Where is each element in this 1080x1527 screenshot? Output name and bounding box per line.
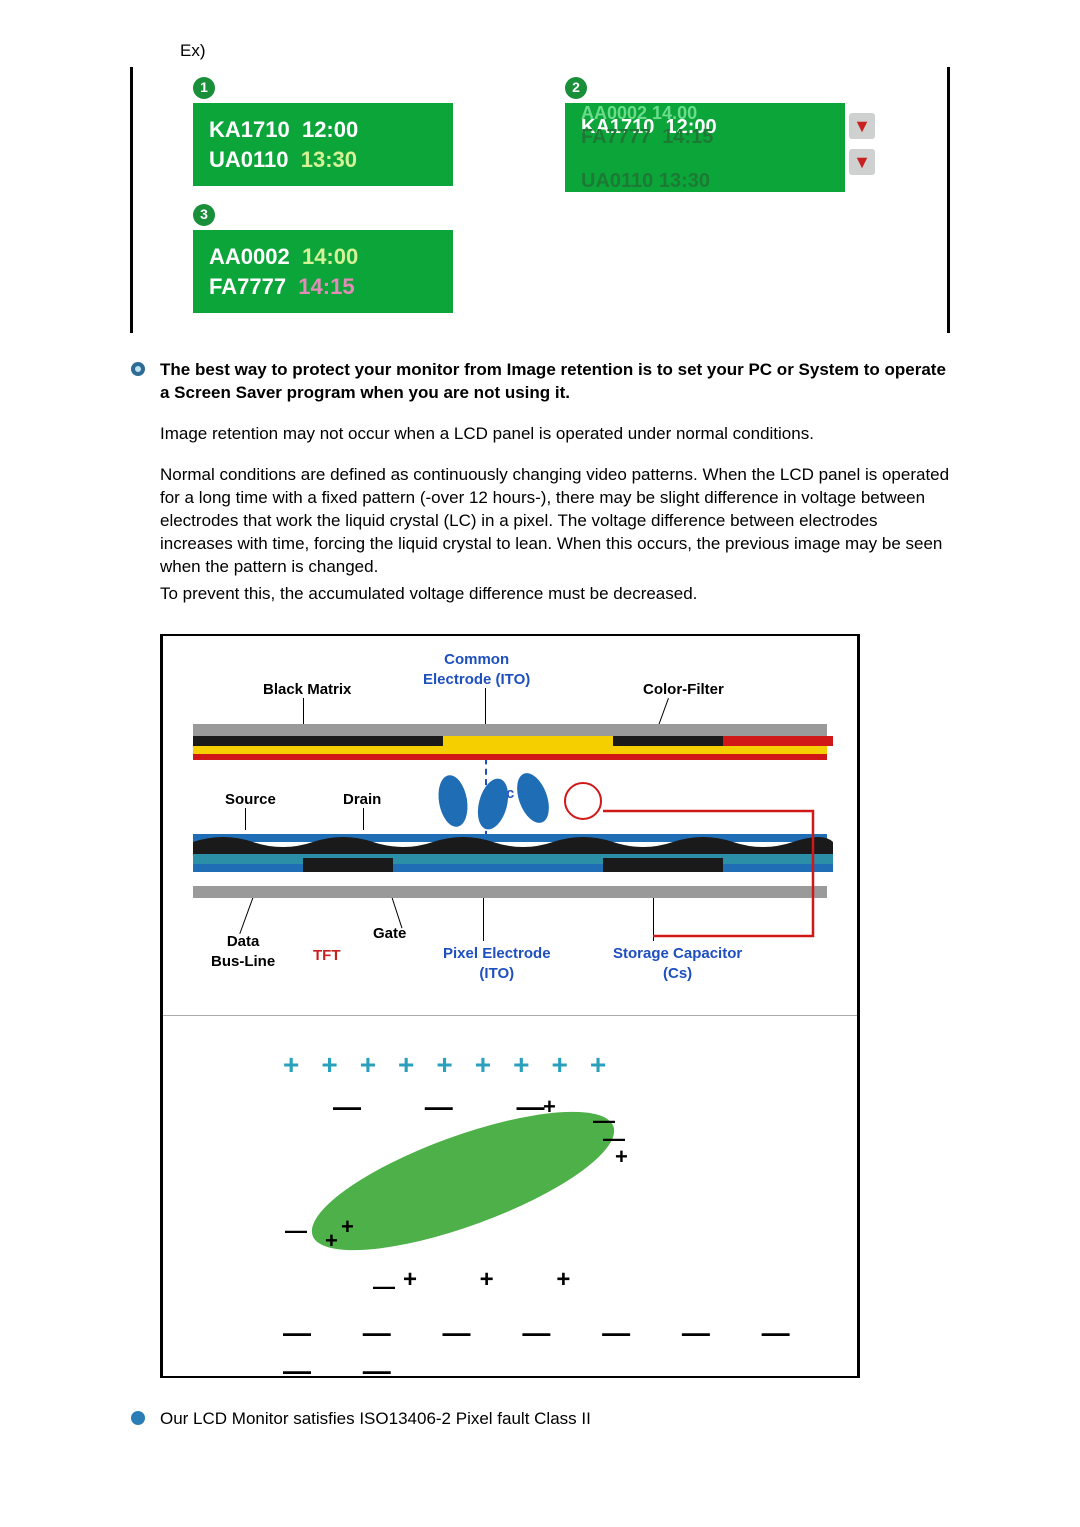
bullet-icon [130,361,146,377]
iso-text: Our LCD Monitor satisfies ISO13406-2 Pix… [160,1408,591,1431]
plus-row-low: + + + [403,1264,598,1296]
example-box-3: AA0002 14:00 FA7777 14:15 [193,230,453,313]
box3-time-2: 14:15 [298,274,354,299]
red-connector [193,736,843,986]
label-black-matrix: Black Matrix [263,680,351,700]
example-badge-2: 2 [565,77,587,99]
example-badge-1: 1 [193,77,215,99]
box2-b-code: FA7777 [581,126,651,148]
figure-top-panel: Common Electrode (ITO) Black Matrix Colo… [163,636,857,1016]
box1-time-2: 13:30 [301,147,357,172]
box3-code-2: FA7777 [209,274,286,299]
box3-time-1: 14:00 [302,244,358,269]
example-cell-3: 3 AA0002 14:00 FA7777 14:15 [193,204,535,313]
box2-ghost-bot: UA0110 13:30 [581,176,829,186]
label-color-filter: Color-Filter [643,680,724,700]
box1-time-1: 12:00 [302,117,358,142]
box3-code-1: AA0002 [209,244,290,269]
paragraph-3: To prevent this, the accumulated voltage… [160,583,950,606]
paragraph-1: Image retention may not occur when a LCD… [160,423,950,446]
example-box-2: AA0002 14.00 KA1710 12:00 FA7777 14:15 U… [565,103,845,192]
heading-text: The best way to protect your monitor fro… [160,359,950,405]
figure-bottom-panel: +++++++++ — — — + — + + — + — — + + + — … [163,1016,857,1376]
example-cell-2: 2 AA0002 14.00 KA1710 12:00 FA7777 14:15… [565,77,907,192]
example-cell-1: 1 KA1710 12:00 UA0110 13:30 [193,77,535,192]
scroll-arrow-icon: ▼ [849,149,875,175]
label-common-electrode: Common Electrode (ITO) [423,650,530,691]
box1-code-2: UA0110 [209,147,289,172]
iso-bullet-row: Our LCD Monitor satisfies ISO13406-2 Pix… [130,1408,950,1431]
box2-b-time: 14:15 [662,126,713,148]
lcd-cross-section-figure: Common Electrode (ITO) Black Matrix Colo… [160,634,860,1378]
plus-row-top: +++++++++ [283,1046,628,1084]
example-badge-3: 3 [193,204,215,226]
paragraph-2: Normal conditions are defined as continu… [160,464,950,579]
minus-row-bottom: — — — — — — — — — [283,1314,857,1390]
scroll-arrow-icon: ▼ [849,113,875,139]
box1-code-1: KA1710 [209,117,290,142]
example-block: 1 KA1710 12:00 UA0110 13:30 2 AA0002 14.… [130,67,950,333]
example-label: Ex) [180,40,950,63]
bullet-icon [130,1410,146,1426]
example-box-1: KA1710 12:00 UA0110 13:30 [193,103,453,186]
heading-bullet-row: The best way to protect your monitor fro… [130,359,950,405]
